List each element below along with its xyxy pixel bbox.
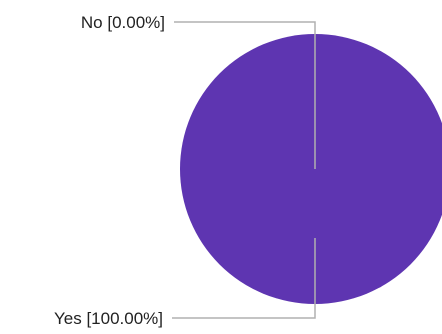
slice-label-no: No [0.00%]: [81, 13, 165, 32]
slice-label-yes: Yes [100.00%]: [54, 309, 163, 328]
pie-slice-yes: [180, 34, 442, 304]
pie-slices: [180, 34, 442, 304]
